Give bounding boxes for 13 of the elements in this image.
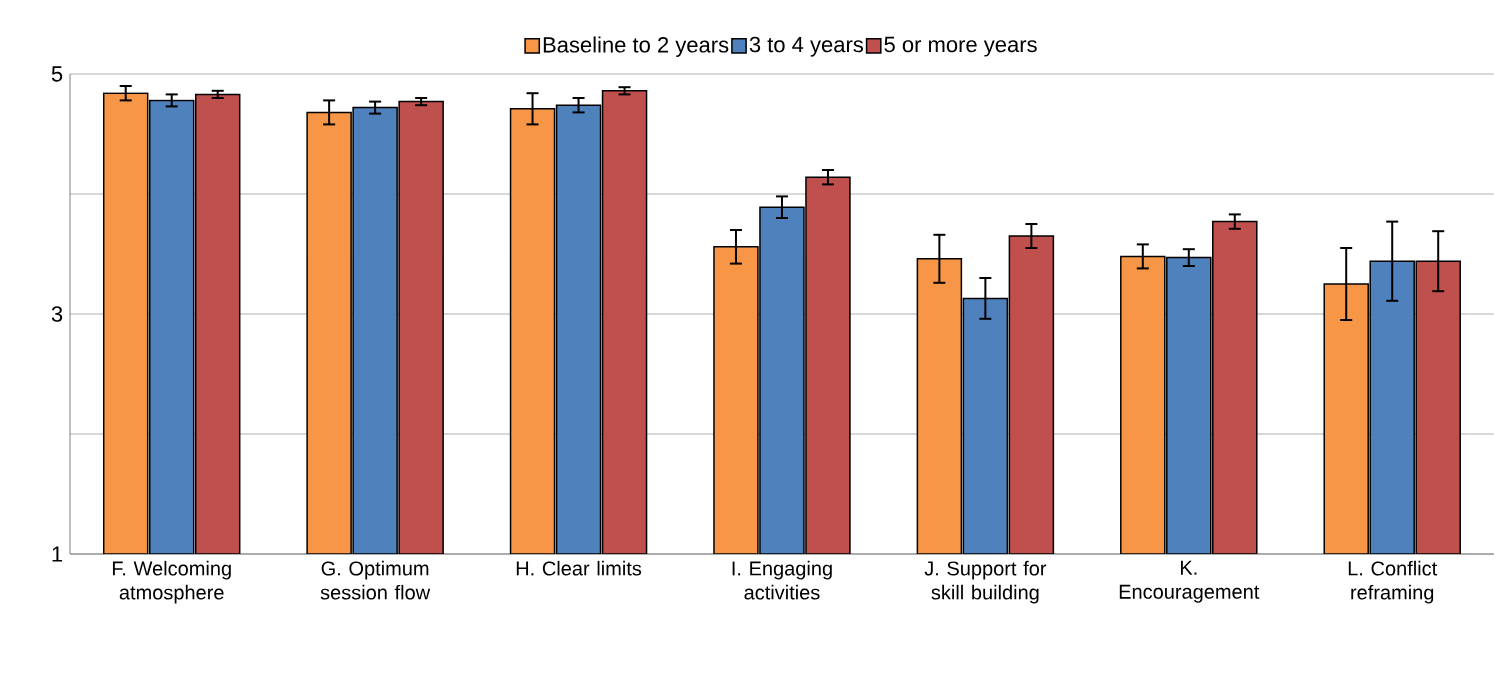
y-tick-label: 3 xyxy=(51,306,63,322)
y-tick-label: 5 xyxy=(51,66,63,82)
legend-label: 5 or more years xyxy=(884,36,1037,57)
x-tick-label: G. Optimum session flow xyxy=(320,560,431,600)
x-tick-label: H. Clear limits xyxy=(516,560,642,576)
x-tick-label: L. Conflict reframing xyxy=(1348,560,1438,604)
x-tick-label: K. Encouragement xyxy=(1119,560,1260,603)
x-tick-label: J. Support for skill building xyxy=(924,560,1047,604)
legend-label: 3 to 4 years xyxy=(749,36,864,57)
legend-label: Baseline to 2 years xyxy=(543,36,729,57)
x-tick-label: I. Engaging activities xyxy=(732,560,832,600)
x-tick-label: F. Welcoming atmosphere xyxy=(112,560,231,604)
y-tick-label: 1 xyxy=(52,546,63,562)
